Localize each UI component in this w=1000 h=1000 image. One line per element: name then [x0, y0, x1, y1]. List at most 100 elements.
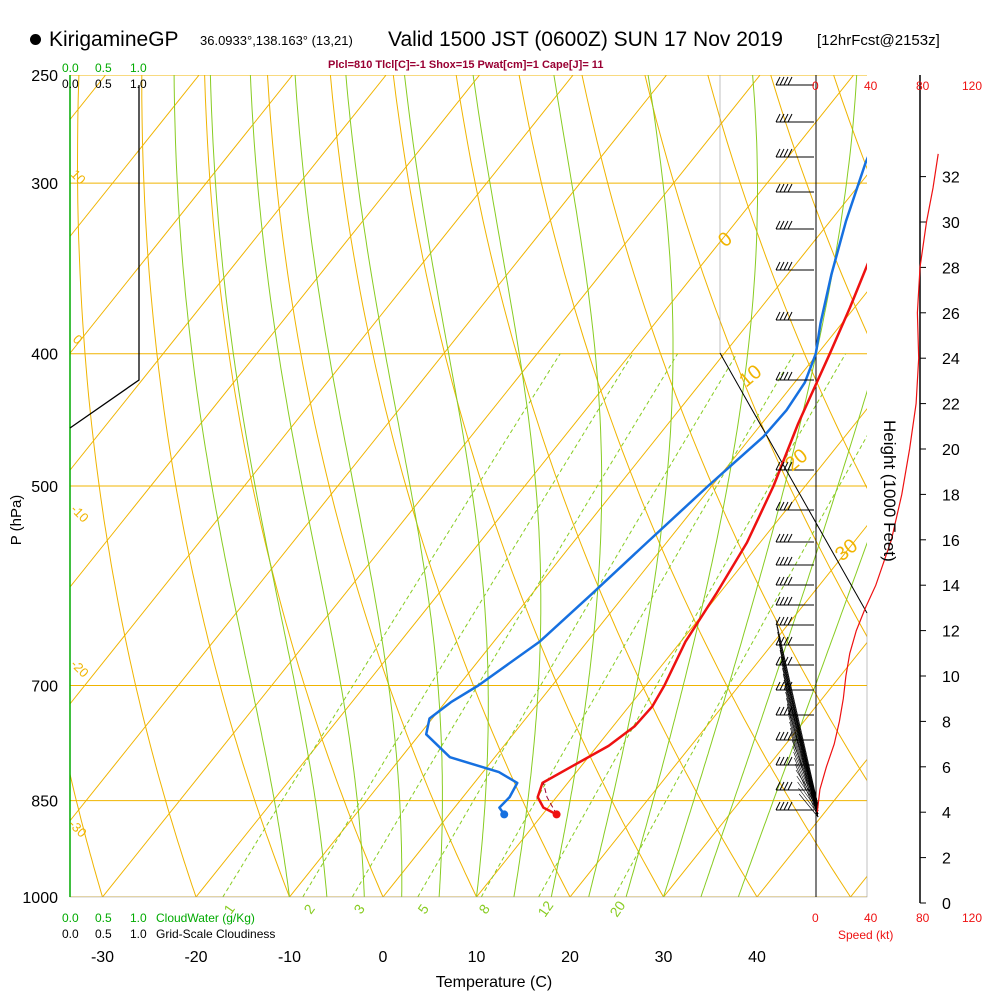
pressure-tick-label: 250	[31, 68, 58, 85]
theta-label: 0	[714, 228, 737, 252]
low-level-barb	[797, 781, 819, 812]
station-dot-icon	[30, 34, 41, 45]
height-tick-label: 4	[942, 805, 951, 822]
isotherm-30	[663, 641, 867, 897]
height-tick-label: 20	[942, 442, 960, 459]
low-level-barb	[787, 709, 819, 806]
sounding-indices: Plcl=810 Tlcl[C]=-1 Shox=15 Pwat[cm]=1 C…	[328, 59, 604, 71]
temperature-tick-label: 0	[379, 949, 388, 966]
speed-bottom-tick: 40	[864, 911, 878, 925]
station-coords: 36.0933°,138.163° (13,21)	[200, 33, 353, 48]
moist-adiabat	[404, 75, 489, 897]
theta-label: 30	[831, 535, 862, 566]
dry-adiabat	[70, 772, 103, 897]
temperature-tick-label: -30	[91, 949, 114, 966]
dry-adiabat	[76, 75, 197, 897]
moist-adiabat	[737, 541, 867, 897]
pressure-axis-title: P (hPa)	[8, 495, 25, 546]
temperature-line	[536, 262, 867, 816]
cloud-water-bottom-tick: 0.0	[62, 911, 79, 925]
mixing-ratio-label: 3	[350, 901, 368, 917]
cloudiness-top-tick: 0.5	[95, 77, 112, 91]
isotherm--110	[0, 75, 12, 897]
wind-barb	[775, 461, 814, 471]
plot-boundary	[69, 75, 868, 898]
dry-adiabat	[770, 75, 867, 335]
cloud-water-top-tick: 1.0	[130, 61, 147, 75]
wind-barb	[775, 183, 814, 193]
mixing-ratio-line	[538, 353, 847, 897]
height-tick-label: 8	[942, 714, 951, 731]
isotherm-40	[756, 758, 867, 897]
mixing-ratio-label: 5	[414, 901, 432, 917]
dry-adiabat	[644, 75, 867, 638]
height-tick-label: 18	[942, 487, 960, 504]
mixing-ratio-line	[222, 353, 561, 897]
surface-temperature-dot	[552, 810, 561, 819]
moist-adiabat	[345, 75, 443, 897]
wind-barb	[775, 616, 814, 626]
forecast-label: [12hrFcst@2153z]	[817, 32, 940, 49]
mixing-ratio-line	[417, 353, 738, 897]
low-level-barb	[798, 787, 819, 815]
wind-barbs	[775, 76, 819, 818]
height-tick-label: 12	[942, 624, 960, 641]
isotherm--20	[195, 75, 854, 897]
sounding-profiles	[424, 156, 867, 819]
chart-title: KirigamineGP 36.0933°,138.163° (13,21) V…	[0, 26, 1000, 62]
moist-adiabat	[294, 75, 403, 897]
pressure-tick-label: 300	[31, 176, 58, 193]
isotherm--10	[289, 174, 867, 897]
moist-adiabat	[249, 75, 365, 897]
height-tick-label: 28	[942, 260, 960, 277]
cloudiness-bottom-tick: 0.0	[62, 927, 79, 941]
cloud-water-top-tick: 0.5	[95, 61, 112, 75]
speed-bottom-tick: 80	[916, 911, 930, 925]
station-name: KirigamineGP	[49, 28, 179, 51]
dry-adiabat	[959, 75, 1000, 897]
isotherm-10	[476, 408, 867, 897]
wind-barb	[775, 576, 814, 586]
mixing-ratio-line	[480, 353, 795, 897]
low-level-barb	[796, 775, 819, 809]
dry-adiabat	[392, 75, 664, 897]
parcel-path	[542, 782, 558, 815]
height-tick-label: 14	[942, 578, 960, 595]
wind-barb	[775, 148, 814, 158]
dry-adiabat	[707, 75, 867, 490]
wind-barb	[775, 261, 814, 271]
isotherm--30	[102, 75, 761, 897]
low-level-barb	[783, 679, 819, 806]
cloud-water-bottom-tick: 0.5	[95, 911, 112, 925]
tropopause-guide	[719, 352, 868, 614]
low-level-barb	[792, 745, 819, 809]
wind-barb	[775, 311, 814, 321]
moist-adiabat	[663, 75, 858, 897]
wind-barb	[775, 801, 814, 811]
height-tick-label: 26	[942, 306, 960, 323]
isotherm-label: 0	[70, 332, 86, 348]
moist-adiabat	[173, 75, 290, 897]
height-tick-label: 24	[942, 351, 960, 368]
mixing-ratio-label: 2	[300, 901, 318, 917]
cloud-water-top-tick: 0.0	[62, 61, 79, 75]
temperature-axis-title: Temperature (C)	[436, 974, 552, 991]
speed-top-tick: 40	[864, 79, 878, 93]
height-tick-label: 6	[942, 760, 951, 777]
wind-speed-line	[816, 153, 939, 813]
speed-top-tick: 80	[916, 79, 930, 93]
height-tick-label: 0	[942, 896, 951, 913]
temperature-tick-label: -10	[278, 949, 301, 966]
wind-barb	[775, 76, 814, 86]
isotherm--50	[70, 75, 574, 705]
temperature-tick-label: 40	[748, 949, 766, 966]
dry-adiabat	[581, 75, 867, 782]
isotherm--70	[70, 75, 387, 471]
speed-bottom-tick: 120	[962, 911, 982, 925]
cloudiness-line	[69, 85, 140, 429]
height-tick-label: 16	[942, 533, 960, 550]
height-axis-title: Height (1000 Feet)	[880, 420, 899, 562]
dry-adiabat	[329, 75, 571, 897]
